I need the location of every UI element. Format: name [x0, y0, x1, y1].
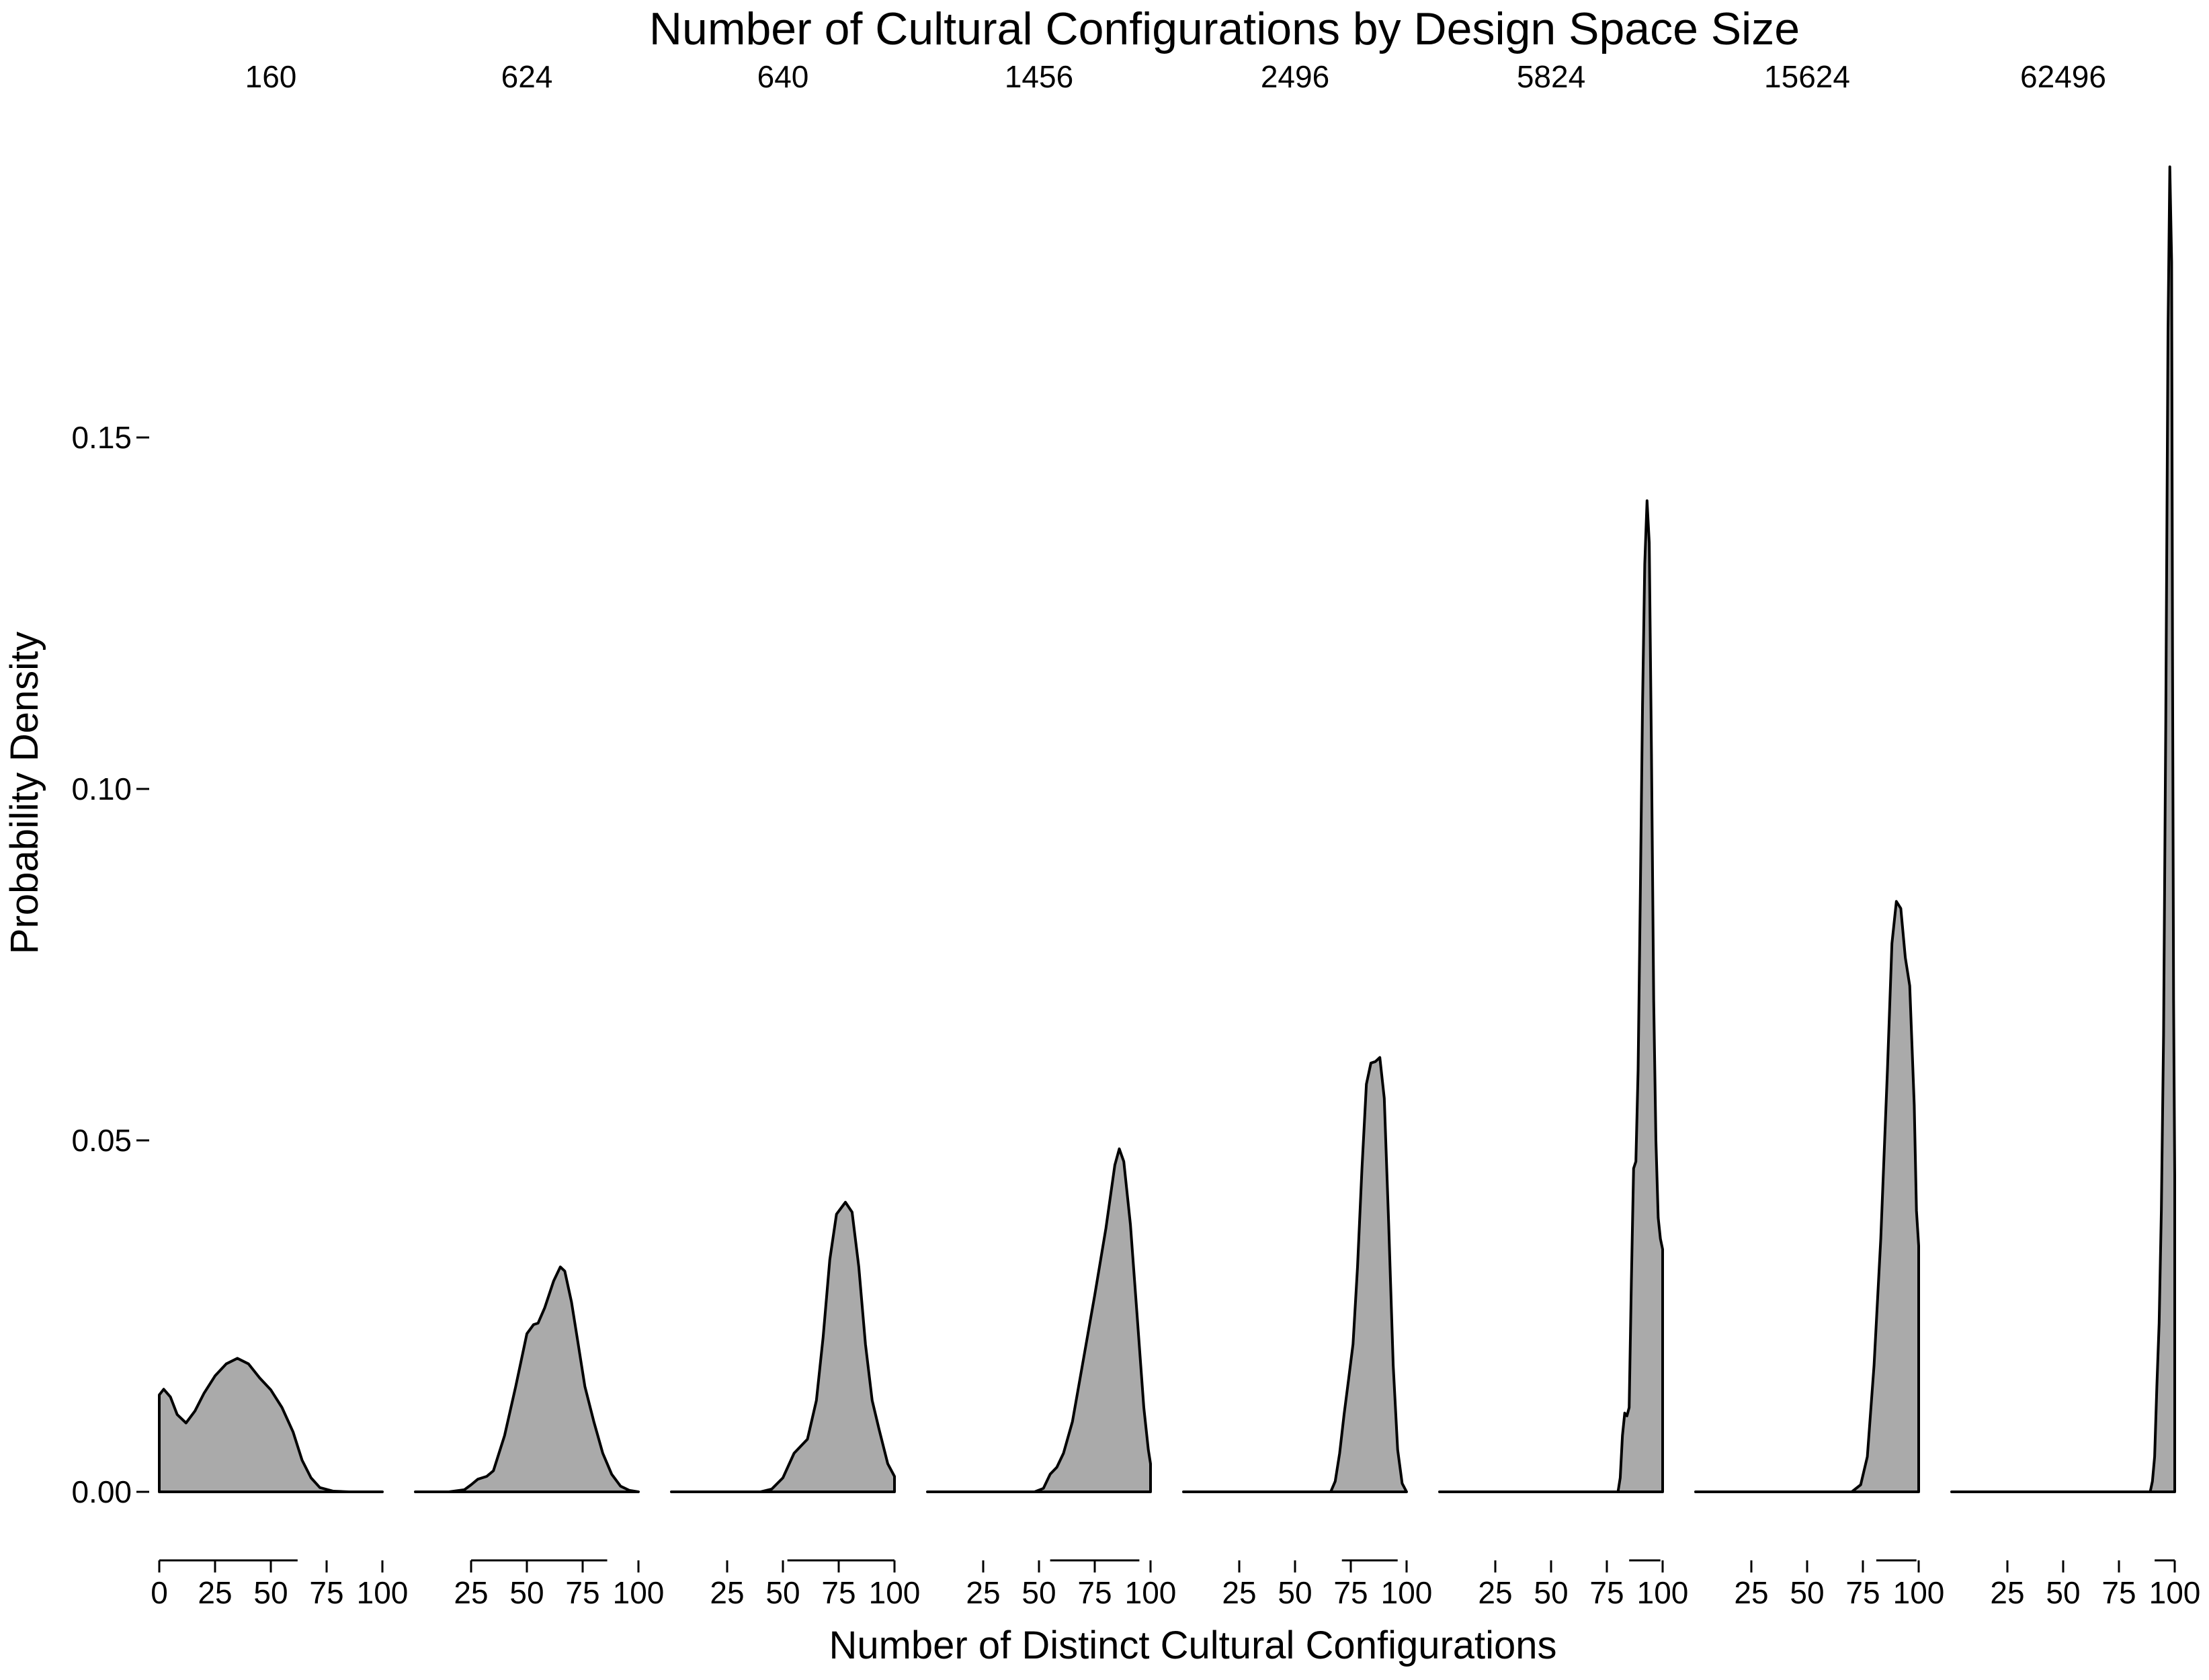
- panel-640: 640 25 50 75 100: [670, 59, 921, 1610]
- x-tick-label: 100: [1125, 1575, 1177, 1610]
- panel-label: 160: [245, 59, 297, 94]
- panel-15624: 15624 25 50 75 100: [1694, 59, 1945, 1610]
- panel-label: 62496: [2020, 59, 2106, 94]
- x-tick-label: 50: [2046, 1575, 2080, 1610]
- x-tick-label: 25: [710, 1575, 744, 1610]
- x-tick-label: 100: [613, 1575, 665, 1610]
- density-area: [1694, 900, 1920, 1493]
- density-area: [926, 1147, 1152, 1493]
- x-tick-label: 50: [509, 1575, 544, 1610]
- x-tick-label: 25: [1478, 1575, 1512, 1610]
- x-tick-label: 100: [357, 1575, 409, 1610]
- x-tick-label: 100: [1637, 1575, 1689, 1610]
- panel-160: 160 0 25 50 75 100: [151, 59, 408, 1610]
- x-tick-label: 75: [1845, 1575, 1880, 1610]
- x-tick-label: 50: [253, 1575, 288, 1610]
- x-tick-label: 25: [1222, 1575, 1256, 1610]
- x-tick-label: 25: [198, 1575, 232, 1610]
- density-area: [670, 1201, 896, 1493]
- x-tick-label: 50: [1534, 1575, 1568, 1610]
- panel-label: 640: [757, 59, 809, 94]
- x-tick-label: 75: [821, 1575, 856, 1610]
- x-tick-label: 25: [966, 1575, 1000, 1610]
- x-tick-label: 50: [1790, 1575, 1824, 1610]
- x-tick-label: 75: [1333, 1575, 1368, 1610]
- y-axis-label: Probability Density: [3, 632, 46, 954]
- x-tick-label: 75: [2101, 1575, 2136, 1610]
- density-area: [1182, 1056, 1408, 1493]
- x-tick-label: 100: [1893, 1575, 1945, 1610]
- x-tick-label: 50: [1278, 1575, 1312, 1610]
- x-tick-label: 75: [565, 1575, 599, 1610]
- x-tick-label: 0: [151, 1575, 168, 1610]
- panel-1456: 1456 25 50 75 100: [926, 59, 1177, 1610]
- density-area: [414, 1265, 640, 1493]
- x-tick-label: 50: [1022, 1575, 1056, 1610]
- panel-label: 1456: [1005, 59, 1073, 94]
- panel-62496: 62496 25 50 75 100: [1950, 59, 2201, 1610]
- panel-624: 624 25 50 75 100: [414, 59, 665, 1610]
- x-tick-label: 100: [1381, 1575, 1433, 1610]
- panel-5824: 5824 25 50 75 100: [1438, 59, 1689, 1610]
- y-tick-label: 0.15: [71, 420, 132, 455]
- density-area: [1950, 165, 2176, 1493]
- panel-label: 2496: [1261, 59, 1329, 94]
- x-tick-label: 50: [765, 1575, 800, 1610]
- panel-label: 15624: [1764, 59, 1850, 94]
- x-tick-label: 75: [1589, 1575, 1624, 1610]
- chart-title: Number of Cultural Configurations by Des…: [649, 3, 1800, 54]
- x-tick-label: 25: [1990, 1575, 2024, 1610]
- y-tick-label: 0.05: [71, 1123, 132, 1158]
- x-tick-label: 100: [869, 1575, 921, 1610]
- x-tick-label: 75: [309, 1575, 343, 1610]
- x-axis-label: Number of Distinct Cultural Configuratio…: [829, 1624, 1556, 1667]
- density-area: [1438, 499, 1664, 1493]
- x-tick-label: 25: [454, 1575, 488, 1610]
- x-tick-label: 75: [1077, 1575, 1112, 1610]
- y-axis: 0.00 0.05 0.10 0.15: [71, 420, 149, 1509]
- y-tick-label: 0.10: [71, 771, 132, 806]
- x-tick-label: 25: [1734, 1575, 1768, 1610]
- panel-label: 624: [501, 59, 553, 94]
- density-area: [158, 1357, 384, 1493]
- panel-2496: 2496 25 50 75 100: [1182, 59, 1433, 1610]
- x-tick-label: 100: [2149, 1575, 2201, 1610]
- y-tick-label: 0.00: [71, 1474, 132, 1509]
- panel-label: 5824: [1517, 59, 1585, 94]
